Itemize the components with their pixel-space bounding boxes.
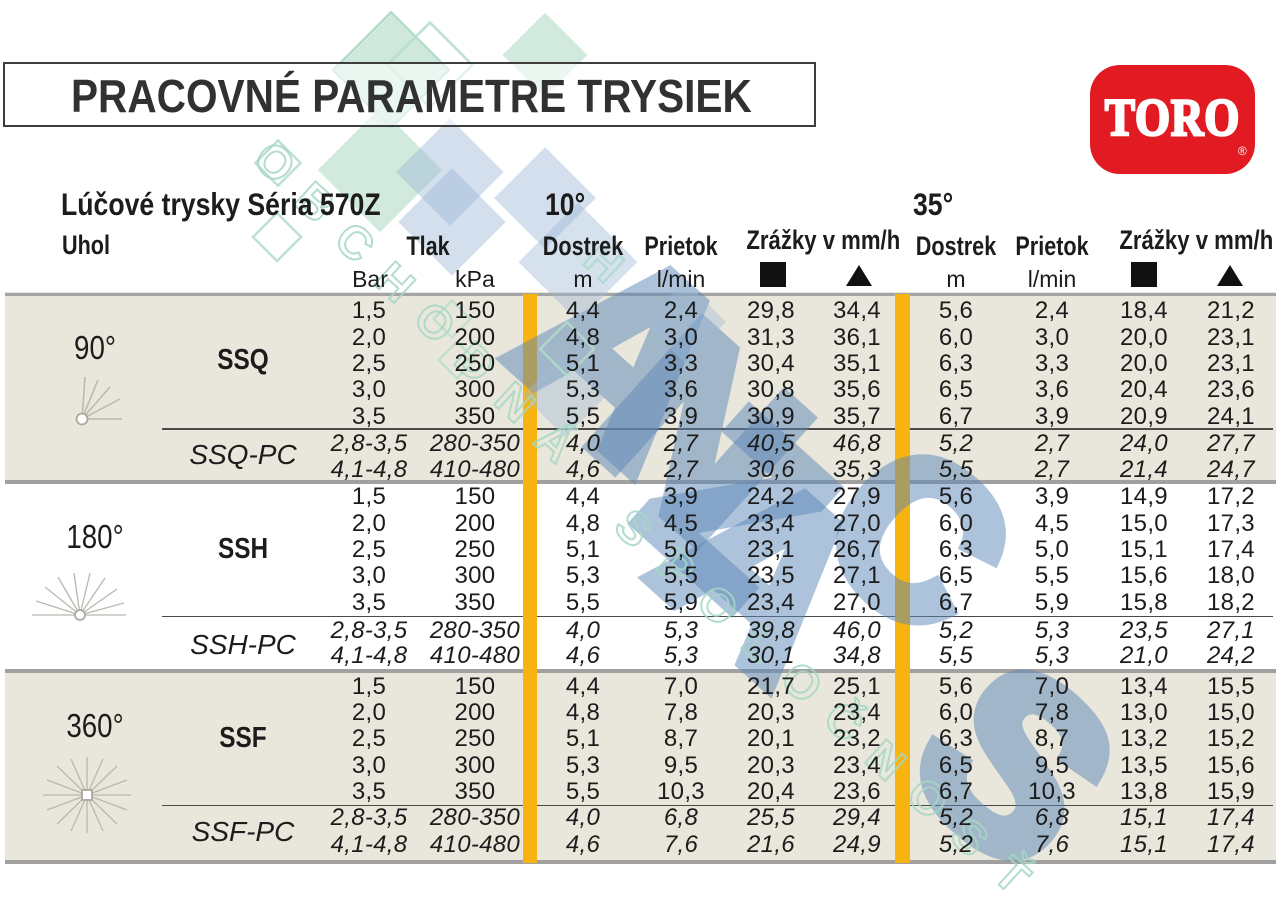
svg-text:O: O [244,131,306,194]
